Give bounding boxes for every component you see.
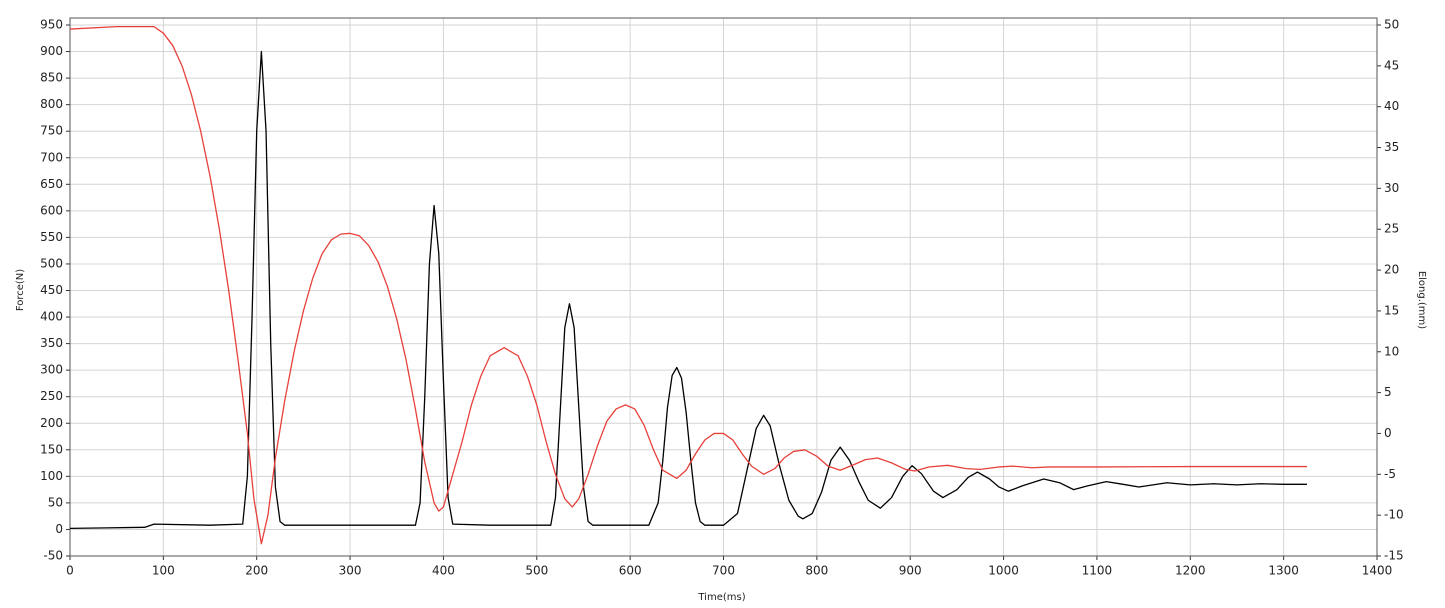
y-tick-label: 650: [40, 177, 63, 191]
y-tick-label: 0: [55, 522, 63, 536]
data-line: [69, 25, 1307, 545]
y2-tick-label: 20: [1384, 263, 1399, 277]
y2-tick-label: 50: [1384, 18, 1399, 32]
x-tick-label: 1300: [1268, 564, 1299, 578]
y-tick-label: 800: [40, 97, 63, 111]
data-line: [69, 50, 1307, 530]
y2-tick-label: 40: [1384, 99, 1399, 113]
y2-tick-label: 5: [1384, 385, 1392, 399]
y2-tick-label: 25: [1384, 222, 1399, 236]
x-tick-label: 1400: [1362, 564, 1393, 578]
y2-axis-title: Elong.(mm): [1416, 271, 1427, 329]
y-tick-label: 550: [40, 230, 63, 244]
y2-tick-label: 45: [1384, 58, 1399, 72]
y-tick-label: 250: [40, 389, 63, 403]
y2-tick-label: 10: [1384, 344, 1399, 358]
y-tick-label: 600: [40, 203, 63, 217]
y2-tick-label: -5: [1384, 467, 1396, 481]
x-tick-label: 100: [152, 564, 175, 578]
x-tick-label: 200: [245, 564, 268, 578]
y-tick-label: 350: [40, 336, 63, 350]
y-tick-label: 50: [48, 495, 63, 509]
x-tick-label: 1200: [1175, 564, 1206, 578]
y-tick-label: 450: [40, 283, 63, 297]
y-tick-label: 850: [40, 71, 63, 85]
y-axis-title: Force(N): [15, 269, 26, 311]
y-tick-label: 750: [40, 124, 63, 138]
y-tick-label: 200: [40, 416, 63, 430]
y-tick-label: 100: [40, 469, 63, 483]
x-tick-label: 500: [525, 564, 548, 578]
plot-frame: [69, 17, 1378, 557]
x-tick-label: 700: [712, 564, 735, 578]
x-axis-title: Time(ms): [697, 592, 745, 603]
x-tick-label: 0: [66, 564, 74, 578]
x-tick-label: 1000: [988, 564, 1019, 578]
y-tick-label: 400: [40, 310, 63, 324]
y-tick-label: 700: [40, 150, 63, 164]
x-tick-label: 800: [805, 564, 828, 578]
y2-tick-label: -15: [1384, 549, 1404, 563]
y-tick-label: 950: [40, 18, 63, 32]
y-tick-label: 150: [40, 442, 63, 456]
y-tick-label: 900: [40, 44, 63, 58]
y2-tick-label: -10: [1384, 508, 1404, 522]
y2-tick-label: 15: [1384, 303, 1399, 317]
x-tick-label: 300: [339, 564, 362, 578]
x-tick-label: 1100: [1082, 564, 1113, 578]
y2-tick-label: 35: [1384, 140, 1399, 154]
y-tick-label: 500: [40, 256, 63, 270]
y-tick-label: -50: [43, 549, 63, 563]
x-tick-label: 900: [899, 564, 922, 578]
x-tick-label: 400: [432, 564, 455, 578]
y2-tick-label: 0: [1384, 426, 1392, 440]
y-tick-label: 300: [40, 363, 63, 377]
x-tick-label: 600: [619, 564, 642, 578]
y2-tick-label: 30: [1384, 181, 1399, 195]
